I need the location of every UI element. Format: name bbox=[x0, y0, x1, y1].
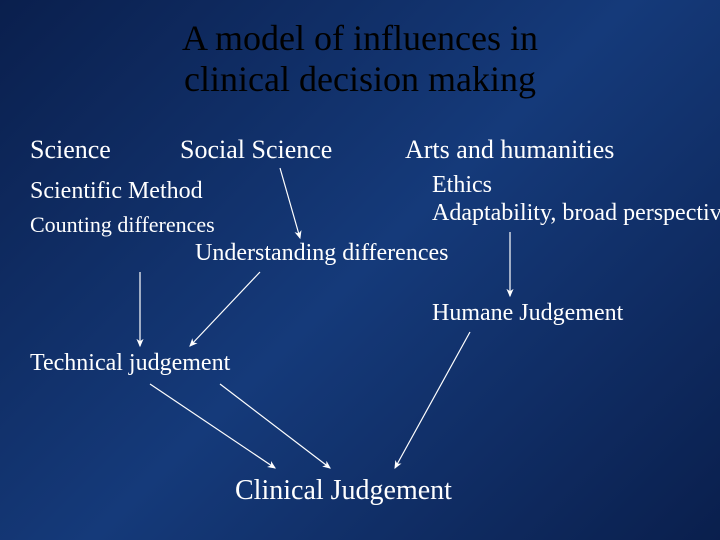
arrow-humane_b-to-clinical_tr bbox=[395, 332, 470, 468]
node-science: Science bbox=[30, 135, 111, 165]
node-arts: Arts and humanities bbox=[405, 135, 614, 165]
node-understanding: Understanding differences bbox=[195, 240, 448, 267]
node-technical: Technical judgement bbox=[30, 350, 230, 377]
arrow-technical_b2-to-clinical_tc bbox=[220, 384, 330, 468]
arrow-technical_b1-to-clinical_tl bbox=[150, 384, 275, 468]
slide-title: A model of influences in clinical decisi… bbox=[0, 18, 720, 101]
arrow-understanding_b-to-technical_t2 bbox=[190, 272, 260, 346]
node-counting: Counting differences bbox=[30, 212, 215, 238]
node-ethics: Ethics bbox=[432, 172, 492, 199]
node-sci-method: Scientific Method bbox=[30, 178, 203, 205]
node-humane: Humane Judgement bbox=[432, 300, 623, 327]
title-line-1: A model of influences in bbox=[0, 18, 720, 59]
title-line-2: clinical decision making bbox=[0, 59, 720, 100]
node-clinical: Clinical Judgement bbox=[235, 475, 452, 507]
arrow-social_science_b-to-understanding_t bbox=[280, 168, 300, 238]
node-adaptability: Adaptability, broad perspective bbox=[432, 200, 720, 227]
node-social-science: Social Science bbox=[180, 135, 332, 165]
slide-container: A model of influences in clinical decisi… bbox=[0, 0, 720, 540]
